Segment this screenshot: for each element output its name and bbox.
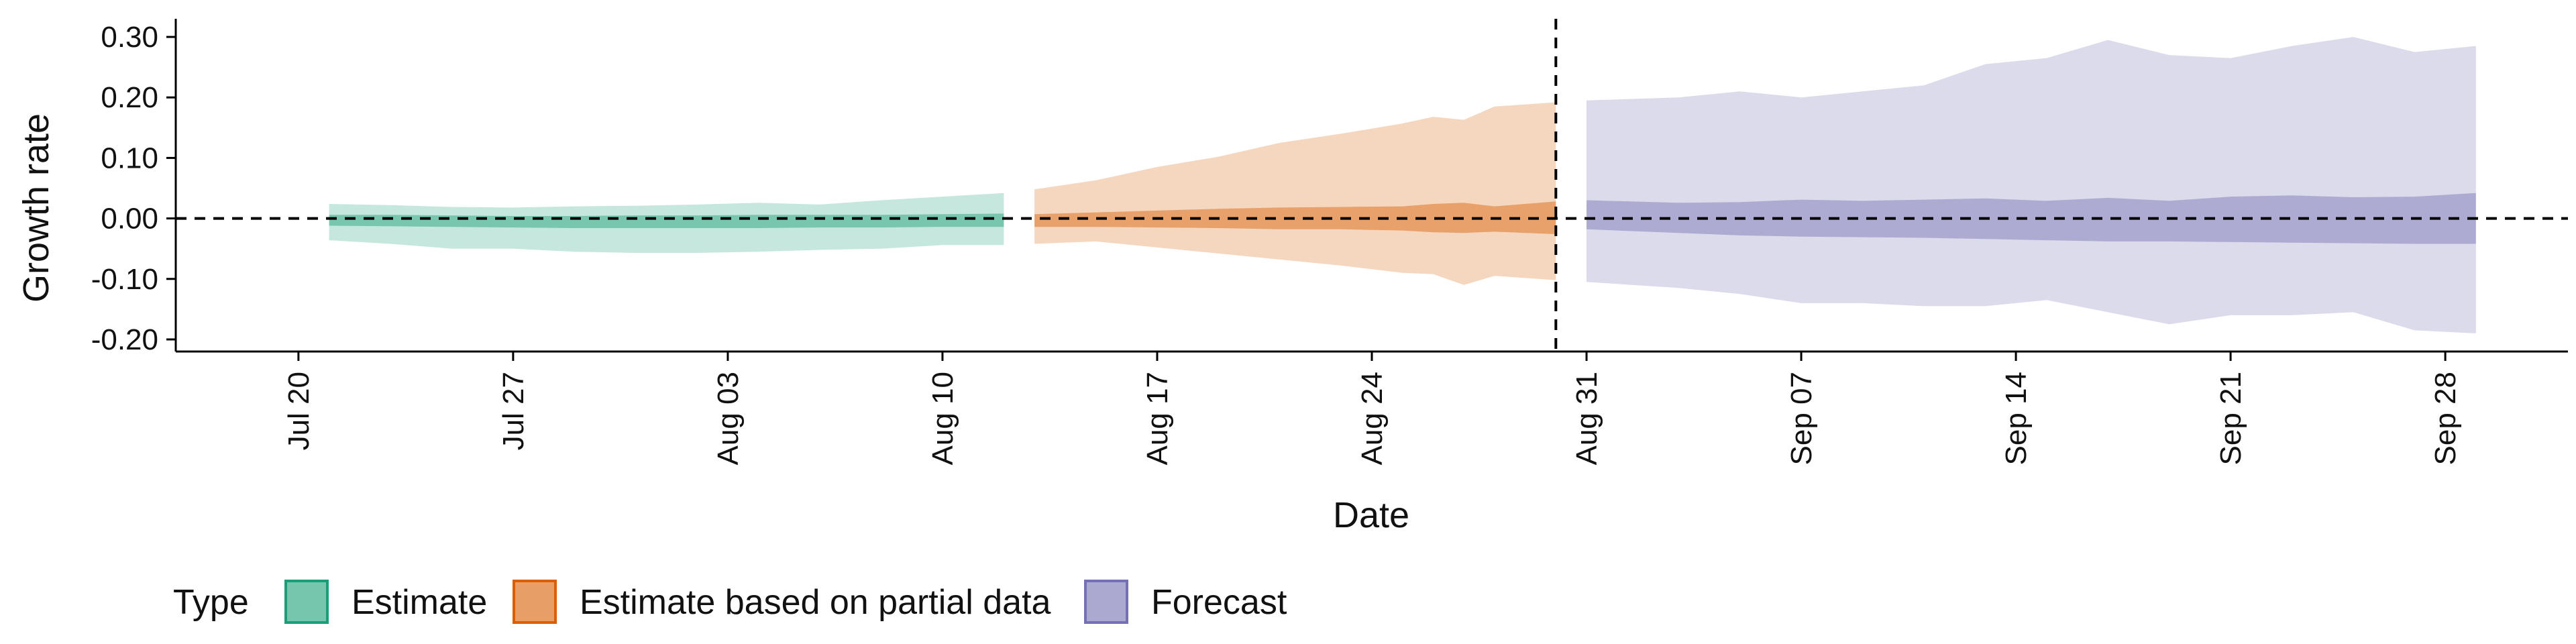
y-tick-label: 0.20 [101, 81, 158, 114]
y-tick-label: 0.10 [101, 142, 158, 174]
forecast-legend-key [1084, 580, 1128, 624]
estimate-based-on-partial-data-legend-key [513, 580, 557, 624]
chart-bands [329, 37, 2476, 333]
y-tick-label: 0.00 [101, 203, 158, 235]
forecast-outer-band [1587, 37, 2476, 333]
x-tick-label: Aug 10 [926, 372, 959, 465]
forecast-inner-band [1587, 193, 2476, 244]
estimate-outer-band [329, 193, 1004, 253]
legend: Type Estimate Estimate based on partial d… [173, 580, 1287, 624]
reference-lines [176, 19, 2568, 352]
x-tick-label: Sep 14 [2000, 372, 2033, 465]
x-tick-label: Sep 07 [1785, 372, 1818, 465]
estimate-legend-key [284, 580, 329, 624]
forecast-legend-label: Forecast [1151, 583, 1287, 622]
x-tick-label: Sep 21 [2214, 372, 2247, 465]
estimate-based-on-partial-data-outer-band [1034, 102, 1556, 285]
x-tick-label: Aug 24 [1356, 372, 1389, 465]
estimate-based-on-partial-data-legend-label: Estimate based on partial data [580, 583, 1051, 622]
y-tick-label: -0.20 [91, 323, 158, 356]
chart-axes: -0.20 -0.10 0.00 0.10 0.20 0.30 Jul 20 Jul 27 Au… [91, 19, 2568, 465]
y-tick-label: -0.10 [91, 263, 158, 296]
y-axis-title: Growth rate [16, 113, 56, 303]
x-tick-label: Aug 31 [1570, 372, 1603, 465]
legend-title: Type [173, 583, 249, 622]
x-tick-label: Jul 20 [282, 372, 315, 450]
x-tick-label: Aug 17 [1141, 372, 1174, 465]
x-tick-label: Aug 03 [712, 372, 745, 465]
x-tick-label: Sep 28 [2429, 372, 2462, 465]
estimate-inner-band [329, 213, 1004, 228]
x-axis-title: Date [1333, 495, 1409, 535]
estimate-based-on-partial-data-inner-band [1034, 201, 1556, 234]
y-tick-label: 0.30 [101, 21, 158, 54]
x-tick-label: Jul 27 [497, 372, 530, 450]
estimate-legend-label: Estimate [352, 583, 487, 622]
